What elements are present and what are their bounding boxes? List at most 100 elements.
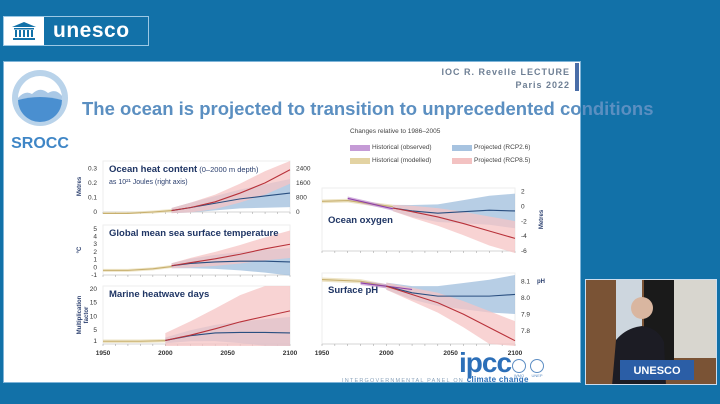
series-line (171, 243, 291, 267)
y-axis-label: °C (77, 246, 83, 253)
y2-tick-label: 0 (296, 209, 300, 216)
unep-logo: UNEP (530, 359, 544, 378)
slide-title: The ocean is projected to transition to … (82, 98, 654, 119)
y-tick-label: 20 (90, 286, 98, 293)
series-line (386, 285, 516, 342)
wmo-label: WMO (513, 373, 525, 378)
y-tick-label: 4 (93, 234, 97, 241)
y-tick-label: 5 (93, 327, 97, 334)
legend-label: Projected (RCP8.5) (474, 157, 531, 164)
ocean-globe-icon (12, 70, 68, 126)
legend-item: Historical (modelled) (350, 157, 452, 164)
uncertainty-band (392, 204, 515, 253)
legend-swatch (452, 144, 472, 151)
y2-tick-label: 8.1 (521, 278, 530, 285)
x-tick-label: 2050 (443, 350, 458, 357)
series-line (103, 340, 166, 342)
y-axis-label: Multiplication (77, 295, 83, 334)
y-tick-label: 10 (90, 313, 98, 320)
series-line (103, 209, 172, 215)
y-tick-label: 1 (93, 257, 97, 264)
x-tick-label: 1950 (315, 350, 330, 357)
x-tick-label: 2050 (220, 350, 235, 357)
y-tick-label: 3 (93, 241, 97, 248)
uncertainty-band (165, 286, 290, 346)
y2-tick-label: 8.0 (521, 295, 530, 302)
series-line (103, 265, 172, 271)
wmo-icon (512, 359, 526, 373)
series-line (171, 169, 291, 212)
uncertainty-band (386, 274, 515, 314)
srocc-logo: SROCC (10, 68, 70, 153)
podium (620, 360, 694, 380)
temple-icon (4, 17, 44, 45)
lecture-title: IOC R. Revelle LECTURE (441, 67, 570, 77)
series-line (392, 207, 516, 239)
podium-label: UNESCO (633, 365, 681, 377)
x-tick-label: 2100 (508, 350, 523, 357)
y-tick-label: 0 (93, 209, 97, 216)
partner-logos: WMO UNEP (512, 359, 544, 378)
y-axis-label: pH (537, 279, 545, 285)
legend-label: Historical (modelled) (372, 157, 432, 164)
y2-tick-label: 1600 (296, 180, 311, 187)
y-tick-label: 0 (93, 264, 97, 271)
legend-label: Historical (observed) (372, 144, 432, 151)
legend-label: Projected (RCP2.6) (474, 144, 531, 151)
srocc-label: SROCC (11, 135, 69, 152)
accent-bar (575, 63, 579, 91)
speaker-video[interactable]: UNESCO (585, 279, 717, 385)
legend-swatch (452, 157, 472, 164)
legend-swatch (350, 157, 370, 164)
uncertainty-band (171, 230, 290, 269)
series-line (171, 260, 291, 267)
y-axis-label: factor (84, 306, 90, 323)
series-line (347, 197, 393, 210)
y-tick-label: 0.1 (88, 194, 97, 201)
x-tick-label: 1950 (96, 350, 111, 357)
y2-tick-label: 2400 (296, 165, 311, 172)
y-tick-label: 0.2 (88, 180, 97, 187)
series-line (386, 285, 516, 297)
ipcc-tagline-emph: climate change (466, 375, 529, 384)
ipcc-tagline-prefix: INTERGOVERNMENTAL PANEL ON (342, 378, 464, 384)
series-line (360, 282, 413, 291)
series-line (321, 200, 393, 208)
legend-item: Historical (observed) (350, 144, 452, 151)
series-line (165, 310, 291, 341)
lecture-caption: IOC R. Revelle LECTURE Paris 2022 (441, 66, 570, 92)
panel-subtitle: as 10²¹ Joules (right axis) (109, 179, 188, 186)
ipcc-tagline: INTERGOVERNMENTAL PANEL ON climate chang… (342, 375, 529, 384)
uncertainty-band (386, 282, 515, 346)
x-tick-label: 2000 (379, 350, 394, 357)
y2-tick-label: 7.8 (521, 328, 530, 335)
x-tick-label: 2100 (283, 350, 298, 357)
y2-tick-label: 800 (296, 194, 307, 201)
legend-swatch (350, 144, 370, 151)
unesco-logo: unesco (3, 16, 149, 46)
series-line (392, 207, 516, 214)
panel-title: Ocean oxygen (328, 215, 393, 226)
chart-legend: Changes relative to 1986–2005 Historical… (350, 128, 554, 167)
y-tick-label: 15 (90, 300, 98, 307)
panel-title: Ocean heat content (0–2000 m depth) (109, 164, 259, 175)
y-tick-label: 5 (93, 226, 97, 233)
legend-item: Projected (RCP2.6) (452, 144, 554, 151)
wmo-logo: WMO (512, 359, 526, 378)
unep-label: UNEP (531, 373, 543, 378)
panel-title: Marine heatwave days (109, 289, 209, 300)
y2-tick-label: 7.9 (521, 311, 530, 318)
y-tick-label: 1 (93, 338, 97, 345)
y-axis-label: Metres (539, 209, 545, 229)
y2-tick-label: -2 (521, 218, 527, 225)
lecture-location: Paris 2022 (515, 80, 570, 90)
legend-heading: Changes relative to 1986–2005 (350, 128, 441, 135)
uncertainty-band (103, 209, 172, 214)
y2-tick-label: 2 (521, 189, 525, 196)
x-tick-label: 2000 (158, 350, 173, 357)
legend-item: Projected (RCP8.5) (452, 157, 554, 164)
slide: IOC R. Revelle LECTURE Paris 2022 SROCC … (3, 61, 654, 384)
brand-name: unesco (53, 19, 130, 42)
speaker-video-frame: UNESCO (586, 280, 716, 384)
